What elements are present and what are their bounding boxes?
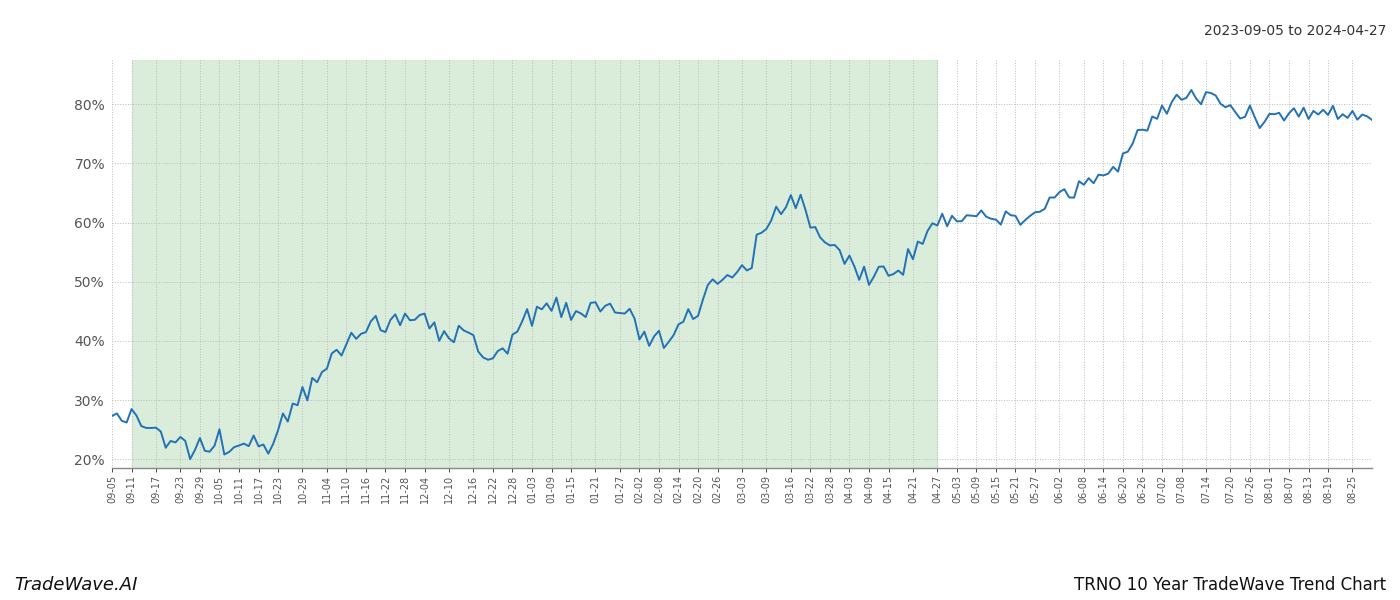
Text: 2023-09-05 to 2024-04-27: 2023-09-05 to 2024-04-27 [1204, 24, 1386, 38]
Text: TradeWave.AI: TradeWave.AI [14, 576, 137, 594]
Bar [132, 60, 938, 468]
Text: TRNO 10 Year TradeWave Trend Chart: TRNO 10 Year TradeWave Trend Chart [1074, 576, 1386, 594]
